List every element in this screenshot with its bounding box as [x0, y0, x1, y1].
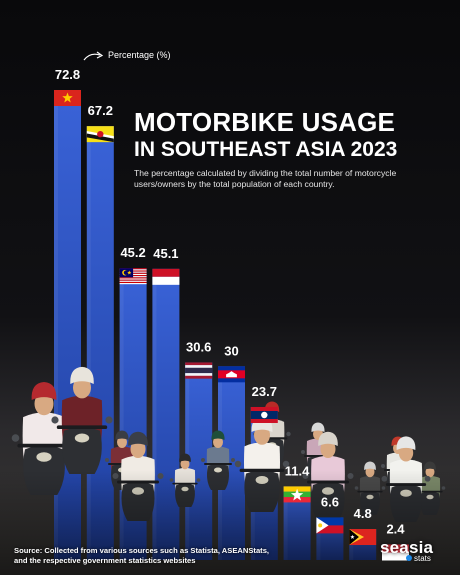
title-block: MOTORBIKE USAGE IN SOUTHEAST ASIA 2023 T… [134, 108, 434, 190]
value-axis-label: Percentage (%) [108, 50, 171, 60]
philippines-flag-icon [316, 517, 344, 534]
value-label-brunei: 67.2 [88, 103, 113, 118]
source-note: Source: Collected from various sources s… [14, 546, 270, 565]
cambodia-flag-icon [218, 366, 245, 383]
percentage-arrow-head-icon [96, 51, 104, 59]
street-crowd-illustration [0, 366, 460, 575]
value-label-thailand: 30.6 [186, 339, 211, 354]
brunei-flag-icon [86, 126, 114, 143]
value-label-vietnam: 72.8 [55, 67, 80, 82]
bar-highlight-indonesia [152, 268, 157, 560]
bar-highlight-brunei [86, 126, 91, 561]
percentage-arrow-icon [83, 53, 101, 61]
value-label-malaysia: 45.2 [120, 245, 145, 260]
chart-title: MOTORBIKE USAGE [134, 107, 396, 137]
indonesia-flag-icon [152, 268, 180, 285]
logo-main-text: seasia [380, 538, 434, 557]
value-label-indonesia: 45.1 [153, 246, 178, 261]
bar-highlight-malaysia [119, 268, 124, 560]
value-label-timor-leste: 4.8 [354, 506, 372, 521]
chart-description: The percentage calculated by dividing th… [134, 168, 397, 189]
myanmar-flag-icon [283, 486, 311, 503]
value-label-myanmar: 11.4 [285, 463, 310, 478]
value-label-cambodia: 30 [224, 343, 238, 358]
value-label-singapore: 2.4 [386, 522, 405, 537]
laos-flag-icon [250, 406, 278, 423]
chart-subtitle: IN SOUTHEAST ASIA 2023 [134, 138, 398, 161]
value-labels-group: 72.8 67.2 45.2 45.1 30.6 30 23.7 11.4 6.6 4.8 2.4 [55, 67, 405, 537]
bar-highlight-vietnam [54, 90, 58, 560]
flags-group [54, 90, 409, 561]
timor-leste-flag-icon [349, 529, 377, 546]
singapore-flag-icon [382, 544, 409, 561]
logo-sub-text: stats [414, 554, 431, 563]
thailand-flag-icon [185, 362, 213, 379]
value-label-philippines: 6.6 [321, 494, 339, 509]
logo-dot-icon [406, 555, 412, 561]
brand-logo: seasia stats [380, 538, 450, 563]
rider-figure [51, 366, 113, 474]
value-label-laos: 23.7 [252, 384, 277, 399]
malaysia-flag-icon [119, 268, 147, 285]
vietnam-flag-icon [54, 90, 81, 106]
